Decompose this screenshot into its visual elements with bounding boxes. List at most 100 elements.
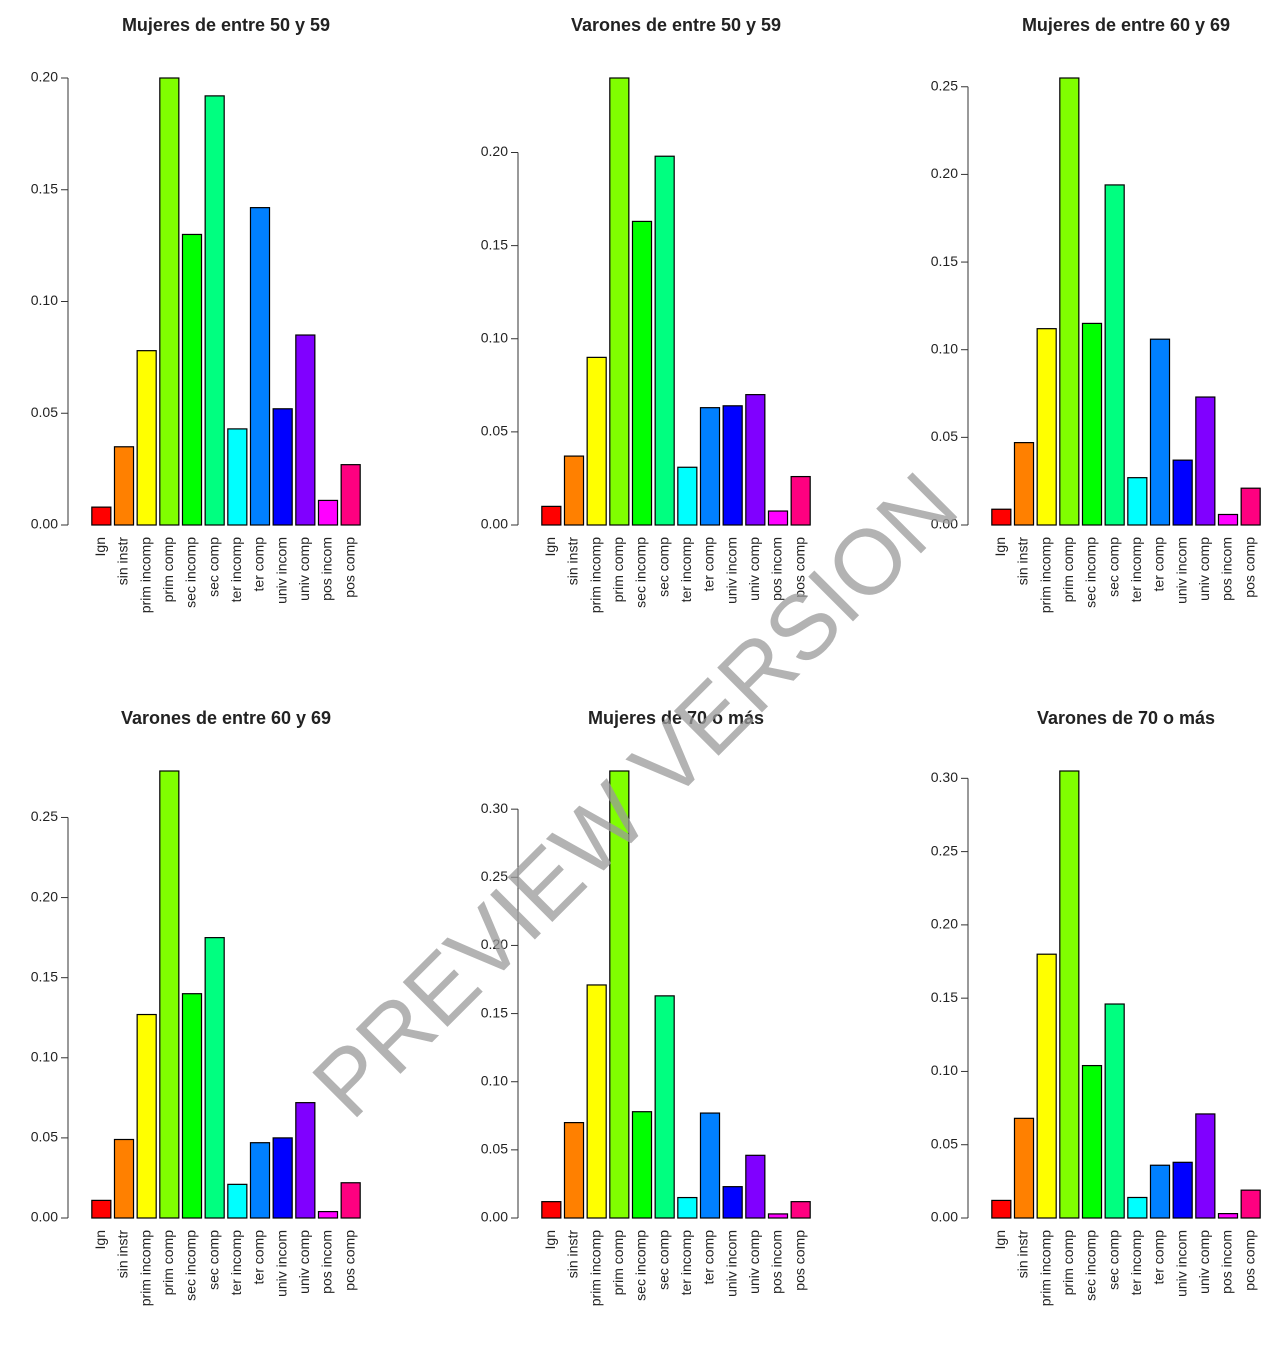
- y-tick-label: 0.20: [931, 916, 958, 932]
- x-tick-label: sin instr: [1015, 1230, 1031, 1279]
- y-tick-label: 0.30: [931, 769, 958, 785]
- x-tick-label: sec comp: [1105, 1230, 1121, 1290]
- bar: [1059, 770, 1080, 1219]
- bar: [1127, 477, 1148, 526]
- bar: [113, 446, 135, 526]
- bar: [991, 1199, 1012, 1219]
- bar: [1195, 1113, 1216, 1219]
- x-tick-label: prim incomp: [587, 1230, 603, 1306]
- x-tick-label: univ comp: [296, 537, 312, 601]
- x-tick-label: pos incom: [319, 1230, 335, 1294]
- bar: [745, 394, 766, 526]
- bar: [1217, 513, 1239, 526]
- x-tick-label: ter incomp: [678, 1230, 694, 1296]
- bar: [654, 155, 675, 526]
- x-tick-label: pos comp: [1241, 1230, 1257, 1291]
- bar: [677, 466, 698, 526]
- y-tick-label: 0.30: [481, 800, 508, 816]
- x-tick-label: univ comp: [746, 1230, 762, 1294]
- x-tick-label: prim incomp: [137, 537, 153, 613]
- y-tick-label: 0.20: [31, 888, 58, 904]
- x-tick-label: sin instr: [565, 1230, 581, 1279]
- y-tick-label: 0.10: [31, 292, 58, 308]
- y-tick-label: 0.00: [481, 516, 508, 532]
- bar: [586, 356, 607, 526]
- bar: [204, 937, 225, 1219]
- y-tick-label: 0.15: [481, 1004, 508, 1020]
- x-tick-label: pos incom: [319, 537, 335, 601]
- bar: [1195, 396, 1216, 526]
- y-tick-label: 0.05: [481, 1141, 508, 1157]
- x-tick-label: univ incom: [273, 537, 289, 604]
- chart-title: Mujeres de entre 60 y 69: [1022, 15, 1230, 35]
- x-tick-label: sin instr: [1015, 537, 1031, 586]
- x-tick-label: prim incomp: [137, 1230, 153, 1306]
- bar: [563, 455, 585, 526]
- bar: [767, 1213, 789, 1219]
- bar: [654, 995, 675, 1219]
- bar: [991, 508, 1012, 526]
- bar: [541, 1201, 562, 1219]
- bar: [790, 1201, 811, 1219]
- bar: [1217, 1213, 1239, 1219]
- bar: [227, 1183, 248, 1219]
- chart-title: Mujeres de 70 o más: [588, 708, 764, 728]
- y-tick-label: 0.15: [31, 180, 58, 196]
- bar: [699, 1112, 721, 1219]
- x-tick-label: pos comp: [1241, 537, 1257, 598]
- y-tick-label: 0.25: [31, 808, 58, 824]
- bar: [541, 505, 562, 526]
- x-tick-label: ter incomp: [1128, 1230, 1144, 1296]
- bar: [1149, 338, 1171, 526]
- y-tick-label: 0.15: [931, 253, 958, 269]
- x-tick-label: prim comp: [160, 537, 176, 603]
- x-tick-label: pos comp: [791, 1230, 807, 1291]
- bar: [1013, 1117, 1035, 1219]
- x-tick-label: univ incom: [723, 537, 739, 604]
- x-tick-label: sin instr: [115, 537, 131, 586]
- bar: [563, 1122, 585, 1219]
- x-tick-label: prim comp: [610, 537, 626, 603]
- x-tick-label: prim comp: [1060, 537, 1076, 603]
- bar: [1036, 953, 1057, 1219]
- bar: [722, 1186, 743, 1219]
- x-tick-label: prim comp: [1060, 1230, 1076, 1296]
- x-tick-label: Ign: [542, 1230, 558, 1249]
- x-tick-label: univ comp: [1196, 537, 1212, 601]
- x-tick-label: pos incom: [1219, 537, 1235, 601]
- bar: [699, 407, 721, 526]
- bar: [609, 770, 630, 1219]
- bar: [1127, 1196, 1148, 1219]
- x-tick-label: pos incom: [769, 537, 785, 601]
- bar: [1104, 184, 1125, 526]
- y-tick-label: 0.20: [931, 165, 958, 181]
- x-tick-label: prim incomp: [587, 537, 603, 613]
- y-tick-label: 0.05: [931, 428, 958, 444]
- y-tick-label: 0.20: [481, 143, 508, 159]
- bar: [91, 1199, 112, 1219]
- bar: [1104, 1003, 1125, 1219]
- x-tick-label: prim incomp: [1037, 1230, 1053, 1306]
- bar: [677, 1196, 698, 1219]
- y-tick-label: 0.05: [31, 404, 58, 420]
- bar: [227, 428, 248, 526]
- y-tick-label: 0.20: [31, 69, 58, 85]
- bar: [249, 1142, 271, 1219]
- bar: [1036, 328, 1057, 526]
- bar: [317, 499, 339, 526]
- x-tick-label: sec incomp: [633, 1230, 649, 1301]
- bar: [159, 770, 180, 1219]
- bar: [295, 334, 316, 526]
- x-tick-label: Ign: [992, 1230, 1008, 1249]
- y-tick-label: 0.05: [931, 1135, 958, 1151]
- y-tick-label: 0.25: [481, 868, 508, 884]
- y-tick-label: 0.10: [31, 1048, 58, 1064]
- bar: [1172, 459, 1193, 526]
- x-tick-label: Ign: [542, 537, 558, 556]
- x-tick-label: sec incomp: [1083, 537, 1099, 608]
- x-tick-label: ter incomp: [228, 537, 244, 603]
- x-tick-label: sec incomp: [1083, 1230, 1099, 1301]
- y-tick-label: 0.00: [31, 516, 58, 532]
- bar: [631, 1111, 653, 1219]
